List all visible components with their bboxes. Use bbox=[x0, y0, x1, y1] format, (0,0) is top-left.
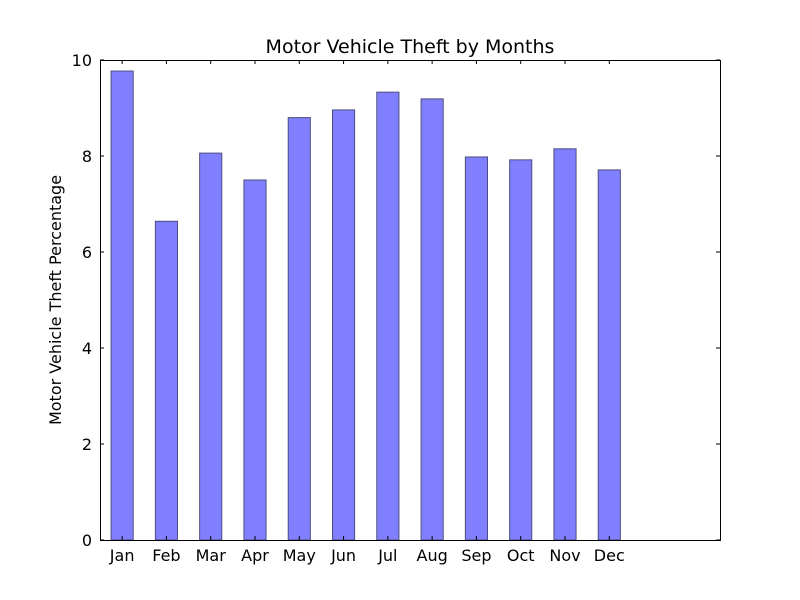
x-tick-label: Apr bbox=[241, 546, 269, 565]
x-tick-label: Dec bbox=[594, 546, 625, 565]
bar-jan bbox=[110, 70, 134, 541]
y-tick-label: 10 bbox=[72, 51, 92, 70]
bar-mar bbox=[199, 152, 223, 541]
plot-area-frame bbox=[100, 60, 721, 541]
x-tick-label: Mar bbox=[196, 546, 227, 565]
x-tick-label: Sep bbox=[461, 546, 491, 565]
bar-aug bbox=[420, 98, 444, 541]
x-axis-ticks: Jan Feb Mar Apr May Jun Jul Aug Sep Oct Nov Dec bbox=[109, 60, 625, 565]
y-tick-label: 2 bbox=[82, 435, 92, 454]
bar-sep bbox=[464, 156, 489, 541]
bar-jun bbox=[332, 109, 356, 541]
bar-oct bbox=[509, 159, 533, 541]
bar-apr bbox=[243, 179, 267, 541]
y-axis-title: Motor Vehicle Theft Percentage bbox=[46, 175, 65, 425]
bar-may bbox=[287, 117, 311, 541]
y-tick-label: 0 bbox=[82, 531, 92, 550]
x-tick-label: Jul bbox=[377, 546, 397, 565]
chart-title: Motor Vehicle Theft by Months bbox=[266, 36, 555, 58]
y-tick-label: 6 bbox=[82, 243, 92, 262]
x-tick-label: Jan bbox=[109, 546, 135, 565]
x-tick-label: Jun bbox=[330, 546, 356, 565]
bar-jul bbox=[376, 91, 400, 541]
x-tick-label: May bbox=[283, 546, 316, 565]
x-tick-label: Feb bbox=[152, 546, 180, 565]
x-tick-label: Oct bbox=[507, 546, 535, 565]
x-tick-label: Aug bbox=[417, 546, 448, 565]
bars-group bbox=[110, 70, 621, 541]
y-tick-label: 8 bbox=[82, 147, 92, 166]
bar-dec bbox=[597, 169, 621, 541]
bar-feb bbox=[154, 220, 179, 541]
bar-nov bbox=[553, 148, 577, 541]
y-tick-label: 4 bbox=[82, 339, 92, 358]
x-tick-label: Nov bbox=[549, 546, 580, 565]
